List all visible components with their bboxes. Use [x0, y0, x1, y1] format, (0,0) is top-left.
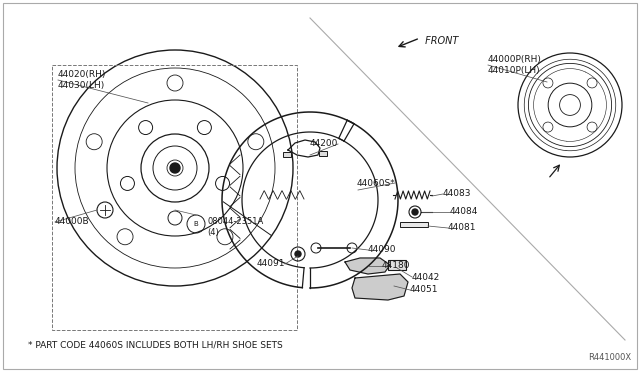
Text: (4): (4) — [207, 228, 219, 237]
Text: R441000X: R441000X — [588, 353, 632, 362]
Text: 08044-2351A: 08044-2351A — [207, 218, 263, 227]
Text: 44000B: 44000B — [55, 218, 90, 227]
Bar — [52, 65, 297, 330]
Text: 44042: 44042 — [412, 273, 440, 282]
Circle shape — [295, 251, 301, 257]
Polygon shape — [352, 274, 408, 300]
Text: 44090: 44090 — [368, 246, 397, 254]
Text: * PART CODE 44060S INCLUDES BOTH LH/RH SHOE SETS: * PART CODE 44060S INCLUDES BOTH LH/RH S… — [28, 340, 283, 350]
Circle shape — [412, 209, 418, 215]
Text: B: B — [194, 221, 198, 227]
Text: 44180: 44180 — [382, 262, 410, 270]
Circle shape — [170, 163, 180, 173]
Bar — [388, 260, 406, 270]
Text: 44000P(RH)
44010P(LH): 44000P(RH) 44010P(LH) — [488, 55, 542, 75]
Text: 44020(RH)
44030(LH): 44020(RH) 44030(LH) — [58, 70, 106, 90]
Text: 44084: 44084 — [450, 208, 478, 217]
Text: 44083: 44083 — [443, 189, 472, 199]
Text: 44051: 44051 — [410, 285, 438, 295]
Text: 44200: 44200 — [310, 140, 338, 148]
Bar — [400, 222, 428, 227]
Bar — [283, 152, 291, 157]
Text: 44081: 44081 — [448, 224, 477, 232]
Text: FRONT: FRONT — [422, 36, 458, 46]
Text: 44091: 44091 — [257, 260, 285, 269]
Bar — [319, 151, 327, 156]
Text: 44060S*: 44060S* — [356, 179, 395, 187]
Polygon shape — [345, 258, 390, 274]
